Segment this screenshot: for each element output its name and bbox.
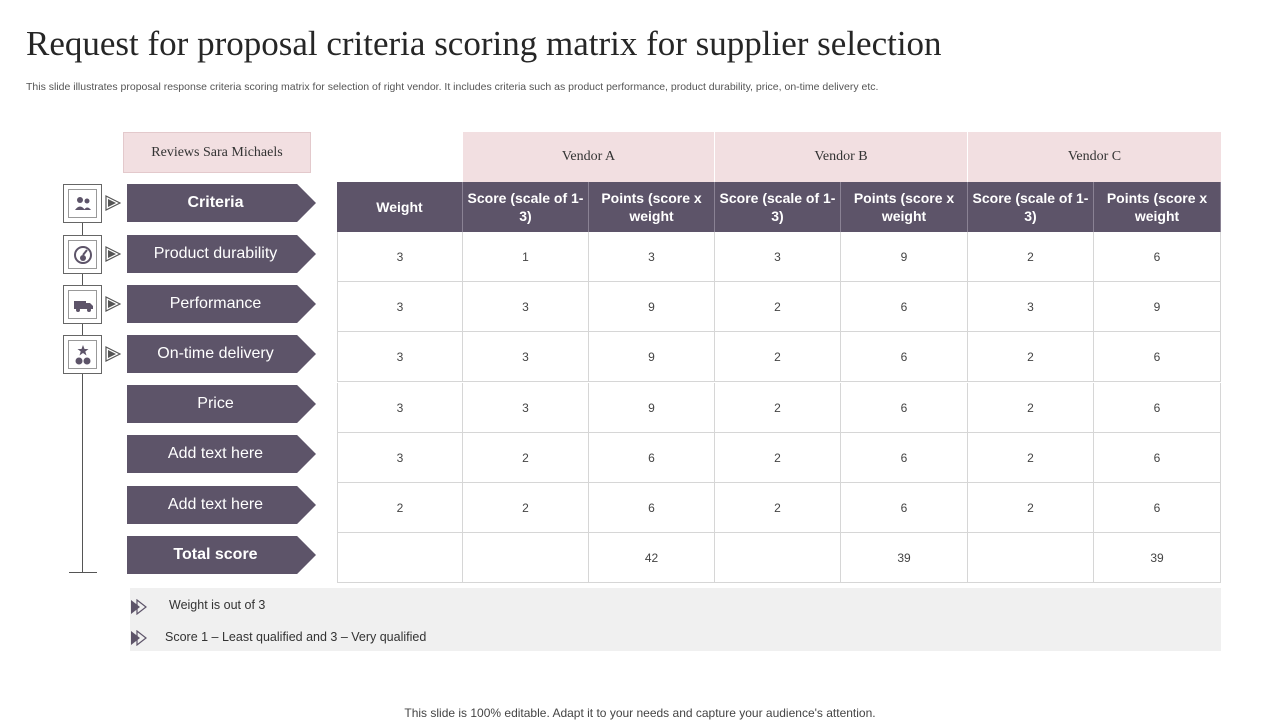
table-cell: 6 <box>1094 383 1221 433</box>
rail-line <box>82 222 83 572</box>
total-cell <box>715 533 841 583</box>
total-score-label: Total score <box>127 536 316 574</box>
table-cell: 9 <box>841 232 968 282</box>
note-arrow-icon <box>131 599 147 615</box>
table-cell: 3 <box>337 232 463 282</box>
footer-text: This slide is 100% editable. Adapt it to… <box>404 706 876 720</box>
table-cell: 3 <box>968 282 1094 332</box>
money-star-icon <box>75 344 90 364</box>
table-cell: 1 <box>463 232 589 282</box>
criteria-item: Price <box>127 385 316 423</box>
table-cell: 2 <box>968 232 1094 282</box>
table-cell: 2 <box>715 433 841 483</box>
table-cell: 6 <box>841 483 968 533</box>
table-cell: 2 <box>463 433 589 483</box>
table-cell: 2 <box>715 483 841 533</box>
table-cell: 2 <box>463 483 589 533</box>
criteria-item: Performance <box>127 285 316 323</box>
team-icon <box>74 196 91 210</box>
table-cell: 3 <box>337 383 463 433</box>
rail-arrow-icon <box>105 195 121 211</box>
table-cell: 2 <box>968 383 1094 433</box>
table-cell: 6 <box>1094 483 1221 533</box>
table-cell: 6 <box>589 433 715 483</box>
total-cell <box>463 533 589 583</box>
table-cell: 2 <box>337 483 463 533</box>
column-header: Score (scale of 1-3) <box>968 182 1094 232</box>
column-header: Score (scale of 1-3) <box>463 182 589 232</box>
table-cell: 9 <box>1094 282 1221 332</box>
table-cell: 9 <box>589 282 715 332</box>
table-cell: 9 <box>589 332 715 382</box>
table-cell: 6 <box>589 483 715 533</box>
notes-panel <box>130 588 1221 651</box>
vendor-a-header: Vendor A <box>463 132 715 182</box>
table-cell: 3 <box>337 332 463 382</box>
table-cell: 3 <box>463 332 589 382</box>
table-cell: 2 <box>968 433 1094 483</box>
column-header: Score (scale of 1-3) <box>715 182 841 232</box>
table-cell: 2 <box>715 332 841 382</box>
rail-foot <box>69 572 97 573</box>
note-arrow-icon <box>131 630 147 646</box>
reviewer-label: Reviews Sara Michaels <box>123 132 311 173</box>
money-star-icon-box <box>63 335 102 374</box>
table-cell: 6 <box>1094 232 1221 282</box>
table-cell: 6 <box>841 383 968 433</box>
table-cell: 2 <box>715 383 841 433</box>
table-cell: 3 <box>337 433 463 483</box>
total-cell <box>337 533 463 583</box>
rail-arrow-icon <box>105 346 121 362</box>
table-cell: 3 <box>589 232 715 282</box>
column-header: Weight <box>337 182 463 232</box>
table-cell: 6 <box>1094 332 1221 382</box>
rail-arrow-icon <box>105 246 121 262</box>
criteria-item: Add text here <box>127 435 316 473</box>
table-cell: 3 <box>715 232 841 282</box>
delivery-truck-icon <box>73 300 93 312</box>
page-subtitle: This slide illustrates proposal response… <box>26 81 879 93</box>
vendor-c-header: Vendor C <box>968 132 1221 182</box>
criteria-item: Product durability <box>127 235 316 273</box>
table-cell: 9 <box>589 383 715 433</box>
column-header: Points (score x weight <box>589 182 715 232</box>
delivery-truck-icon-box <box>63 285 102 324</box>
rail-arrow-icon <box>105 296 121 312</box>
table-cell: 3 <box>337 282 463 332</box>
note-weight: Weight is out of 3 <box>169 598 266 612</box>
table-cell: 2 <box>968 483 1094 533</box>
column-header: Points (score x weight <box>841 182 968 232</box>
table-cell: 6 <box>841 332 968 382</box>
gauge-icon <box>73 245 92 264</box>
total-cell: 39 <box>1094 533 1221 583</box>
total-cell: 39 <box>841 533 968 583</box>
total-cell: 42 <box>589 533 715 583</box>
column-header: Points (score x weight <box>1094 182 1221 232</box>
note-score: Score 1 – Least qualified and 3 – Very q… <box>165 630 427 644</box>
criteria-header: Criteria <box>127 184 316 222</box>
team-icon-box <box>63 184 102 223</box>
table-cell: 3 <box>463 383 589 433</box>
vendor-b-header: Vendor B <box>715 132 968 182</box>
table-cell: 6 <box>841 282 968 332</box>
page-title: Request for proposal criteria scoring ma… <box>26 24 942 63</box>
table-cell: 6 <box>1094 433 1221 483</box>
table-cell: 6 <box>841 433 968 483</box>
table-cell: 2 <box>715 282 841 332</box>
table-cell: 3 <box>463 282 589 332</box>
gauge-icon-box <box>63 235 102 274</box>
criteria-item: On-time delivery <box>127 335 316 373</box>
table-cell: 2 <box>968 332 1094 382</box>
total-cell <box>968 533 1094 583</box>
criteria-item: Add text here <box>127 486 316 524</box>
